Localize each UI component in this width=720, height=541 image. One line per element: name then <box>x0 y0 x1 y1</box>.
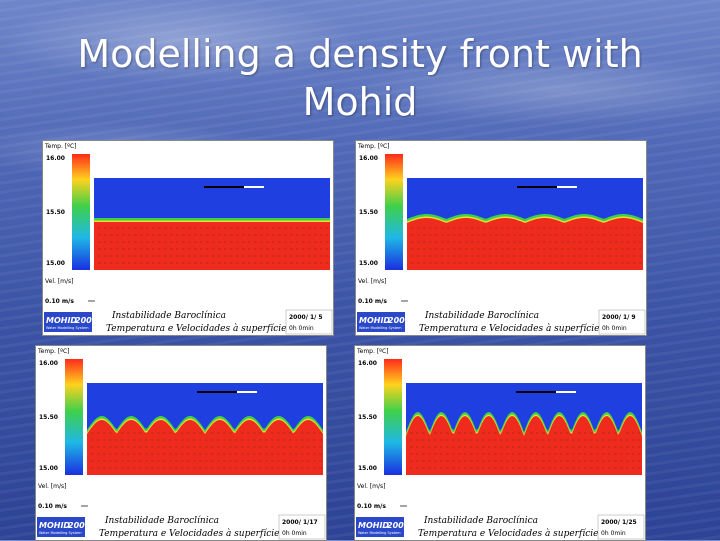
map-scale-marks <box>204 186 264 188</box>
velocity-scale-value: 0.10 m/s <box>38 503 67 510</box>
scale-tick-label: 15.00 <box>46 260 65 267</box>
velocity-scale-value: 0.10 m/s <box>357 503 386 510</box>
temperature-label: Temp. [ºC] <box>37 348 70 355</box>
scale-tick-label: 15.50 <box>46 209 65 216</box>
velocity-vectors <box>410 432 641 469</box>
velocity-vectors <box>98 227 329 264</box>
mohid-logo-subtitle: Water Modelling System <box>39 531 82 535</box>
mohid-logo-year: 2000 <box>68 521 91 530</box>
caption-title: Instabilidade Baroclínica <box>423 515 538 526</box>
scale-tick-label: 15.50 <box>39 414 58 421</box>
simulation-panel-3: Temp. [ºC] 16.00 15.50 15.00 Vel. [m/s] 0.10 … <box>35 345 327 541</box>
warm-water-region <box>406 416 642 475</box>
mohid-logo-year: 2000 <box>75 316 98 325</box>
map-scale-marks <box>517 186 577 188</box>
mohid-logo-year: 2000 <box>388 316 411 325</box>
scale-tick-label: 15.00 <box>39 465 58 472</box>
simulation-panel-4: Temp. [ºC] 16.00 15.50 15.00 Vel. [m/s] 0.10 … <box>354 345 646 541</box>
timestamp-time: 0h 0min <box>602 325 627 332</box>
timestamp-date: 2000/ 1/ 9 <box>602 314 636 321</box>
mohid-logo-text: MOHID <box>46 316 77 325</box>
mohid-logo-subtitle: Water Modelling System <box>358 531 401 535</box>
velocity-vectors <box>91 432 322 469</box>
timestamp-box <box>598 309 646 335</box>
velocity-label: Vel. [m/s] <box>358 278 387 285</box>
color-scale-bar <box>72 154 90 270</box>
timestamp-time: 0h 0min <box>601 530 626 537</box>
color-scale-bar <box>65 359 83 475</box>
velocity-scale-value: 0.10 m/s <box>45 298 74 305</box>
mohid-logo-subtitle: Water Modelling System <box>359 326 402 330</box>
scale-tick-label: 16.00 <box>39 360 58 367</box>
timestamp-date: 2000/ 1/25 <box>601 519 637 526</box>
panel-figure: Temp. [ºC] 16.00 15.50 15.00 Vel. [m/s] 0.10 … <box>354 345 646 541</box>
temperature-label: Temp. [ºC] <box>357 143 390 150</box>
timestamp-time: 0h 0min <box>282 530 307 537</box>
warm-water-region <box>94 222 330 270</box>
scale-tick-label: 16.00 <box>46 155 65 162</box>
map-scale-marks <box>197 391 257 393</box>
scale-tick-label: 15.00 <box>358 465 377 472</box>
timestamp-box <box>278 514 326 540</box>
caption-title: Instabilidade Baroclínica <box>424 310 539 321</box>
temperature-label: Temp. [ºC] <box>356 348 389 355</box>
caption-title: Instabilidade Baroclínica <box>111 310 226 321</box>
velocity-label: Vel. [m/s] <box>357 483 386 490</box>
scale-tick-label: 16.00 <box>359 155 378 162</box>
color-scale-bar <box>384 359 402 475</box>
mohid-logo-text: MOHID <box>358 521 389 530</box>
panel-figure: Temp. [ºC] 16.00 15.50 15.00 Vel. [m/s] 0.10 … <box>355 140 647 336</box>
temperature-label: Temp. [ºC] <box>44 143 77 150</box>
warm-water-region <box>407 218 643 270</box>
mohid-logo-subtitle: Water Modelling System <box>46 326 89 330</box>
caption-title: Instabilidade Baroclínica <box>104 515 219 526</box>
panel-figure: Temp. [ºC] 16.00 15.50 15.00 Vel. [m/s] 0.10 … <box>42 140 334 336</box>
mohid-logo-text: MOHID <box>39 521 70 530</box>
timestamp-box <box>597 514 645 540</box>
velocity-label: Vel. [m/s] <box>45 278 74 285</box>
mohid-logo-text: MOHID <box>359 316 390 325</box>
caption-subtitle: Temperatura e Velocidades à superfície <box>418 528 598 539</box>
velocity-scale-value: 0.10 m/s <box>358 298 387 305</box>
simulation-panel-2: Temp. [ºC] 16.00 15.50 15.00 Vel. [m/s] 0.10 … <box>355 140 647 336</box>
panel-figure: Temp. [ºC] 16.00 15.50 15.00 Vel. [m/s] 0.10 … <box>35 345 327 541</box>
scale-tick-label: 15.00 <box>359 260 378 267</box>
scale-tick-label: 15.50 <box>358 414 377 421</box>
mohid-logo-year: 2000 <box>387 521 410 530</box>
caption-subtitle: Temperatura e Velocidades à superfície <box>99 528 279 539</box>
scale-tick-label: 16.00 <box>358 360 377 367</box>
timestamp-date: 2000/ 1/17 <box>282 519 318 526</box>
map-scale-marks <box>516 391 576 393</box>
caption-subtitle: Temperatura e Velocidades à superfície <box>106 323 286 334</box>
caption-subtitle: Temperatura e Velocidades à superfície <box>419 323 599 334</box>
scale-tick-label: 15.50 <box>359 209 378 216</box>
simulation-panel-1: Temp. [ºC] 16.00 15.50 15.00 Vel. [m/s] 0.10 … <box>42 140 334 336</box>
timestamp-box <box>285 309 333 335</box>
velocity-label: Vel. [m/s] <box>38 483 67 490</box>
timestamp-time: 0h 0min <box>289 325 314 332</box>
velocity-vectors <box>411 227 642 264</box>
color-scale-bar <box>385 154 403 270</box>
slide-title: Modelling a density front with Mohid <box>77 32 643 124</box>
timestamp-date: 2000/ 1/ 5 <box>289 314 323 321</box>
